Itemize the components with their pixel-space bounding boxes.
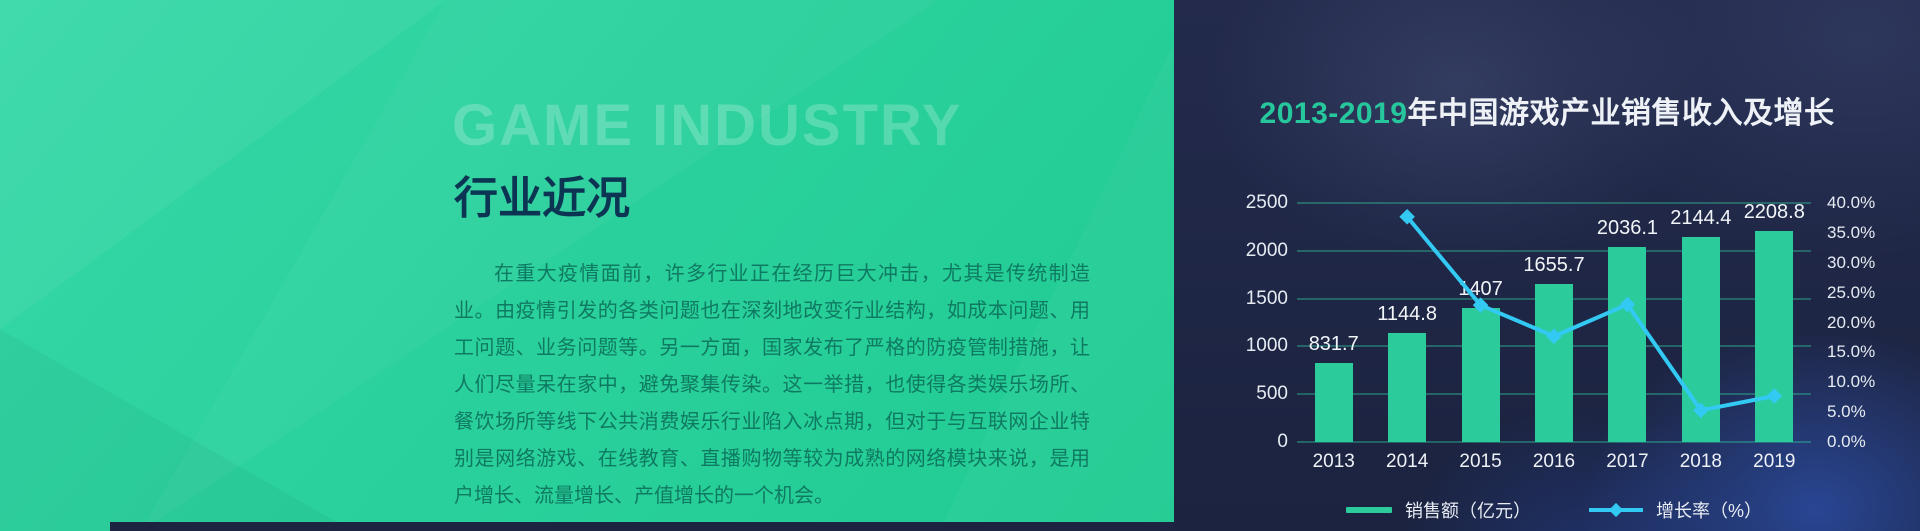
line-swatch-icon: [1588, 502, 1643, 518]
chart-title-text: 年中国游戏产业销售收入及增长: [1407, 97, 1835, 130]
bar: [1461, 307, 1500, 442]
line-point-marker: [1546, 328, 1562, 345]
bar-value-label: 831.7: [1308, 332, 1359, 355]
left-axis: 0 500 1000 1500 2000 2500: [1214, 192, 1288, 452]
chart-legend: 销售额（亿元） 增长率（%）: [1297, 497, 1811, 523]
bar-value-label: 2144.4: [1670, 207, 1732, 229]
right-axis-tick: 0.0%: [1827, 432, 1866, 451]
left-axis-tick: 1500: [1245, 287, 1288, 309]
x-axis-tick: 2017: [1606, 451, 1649, 472]
line-point-marker: [1766, 388, 1783, 404]
right-axis-tick: 5.0%: [1827, 402, 1866, 422]
plot-area: 831.7 2013 1144.8 2014 1407 2015 1655.7 2016 203…: [1297, 201, 1811, 472]
grid-line: [1297, 202, 1811, 204]
x-axis-tick: 2018: [1679, 451, 1722, 472]
legend-label: 增长率（%）: [1655, 501, 1762, 521]
bar-value-label: 1144.8: [1377, 302, 1437, 325]
right-axis-tick: 30.0%: [1827, 252, 1876, 272]
watermark-text: GAME INDUSTRY: [452, 93, 963, 158]
bar: [1755, 230, 1794, 442]
legend-item-growth: 增长率（%）: [1588, 497, 1762, 523]
bar-value-label: 2036.1: [1596, 217, 1658, 240]
right-axis-tick: 25.0%: [1827, 282, 1876, 302]
right-axis: 0.0% 5.0% 10.0% 15.0% 20.0% 25.0% 30.0% 35.0% 40…: [1827, 193, 1917, 451]
right-axis-tick: 20.0%: [1827, 312, 1876, 332]
right-axis-tick: 40.0%: [1827, 193, 1876, 212]
left-axis-tick: 500: [1256, 383, 1288, 405]
growth-line: [1399, 208, 1783, 419]
intro-panel: GAME INDUSTRY 行业近况 在重大疫情面前，许多行业正在经历巨大冲击，…: [0, 0, 1174, 531]
x-axis-tick: 2016: [1532, 451, 1576, 472]
right-axis-tick: 35.0%: [1827, 222, 1876, 242]
left-axis-tick: 0: [1277, 431, 1288, 452]
left-axis-tick: 1000: [1245, 335, 1288, 357]
legend-label: 销售额（亿元）: [1404, 501, 1531, 521]
x-axis-tick: 2015: [1459, 451, 1502, 472]
section-heading: 行业近况: [454, 174, 630, 223]
chart-panel: 2013-2019年中国游戏产业销售收入及增长 0 500 1000 1500 2000…: [1174, 0, 1920, 531]
bar: [1388, 332, 1427, 442]
left-axis-tick: 2500: [1245, 192, 1288, 213]
grid-line: [1297, 441, 1811, 443]
bar-swatch-icon: [1345, 507, 1392, 513]
chart-title: 2013-2019年中国游戏产业销售收入及增长: [1174, 88, 1920, 132]
bar-value-label: 1655.7: [1523, 253, 1585, 276]
left-axis-tick: 2000: [1245, 239, 1288, 261]
legend-item-sales: 销售额（亿元）: [1345, 497, 1531, 523]
bar: [1314, 362, 1353, 442]
grid-line: [1297, 249, 1811, 252]
diamond-marker-icon: [1608, 502, 1624, 518]
chart-title-years: 2013-2019: [1259, 97, 1408, 130]
x-axis-tick: 2013: [1312, 451, 1355, 472]
bar: [1535, 283, 1573, 442]
right-axis-tick: 10.0%: [1827, 372, 1876, 392]
bar-value-label: 2208.8: [1743, 200, 1805, 223]
intro-paragraph: 在重大疫情面前，许多行业正在经历巨大冲击，尤其是传统制造业。由疫情引发的各类问题…: [454, 263, 1090, 507]
x-axis-tick: 2014: [1386, 451, 1429, 472]
bottom-accent-strip: [110, 522, 1174, 531]
x-axis-tick: 2019: [1753, 451, 1796, 472]
right-axis-tick: 15.0%: [1827, 342, 1876, 362]
bar: [1608, 247, 1647, 442]
